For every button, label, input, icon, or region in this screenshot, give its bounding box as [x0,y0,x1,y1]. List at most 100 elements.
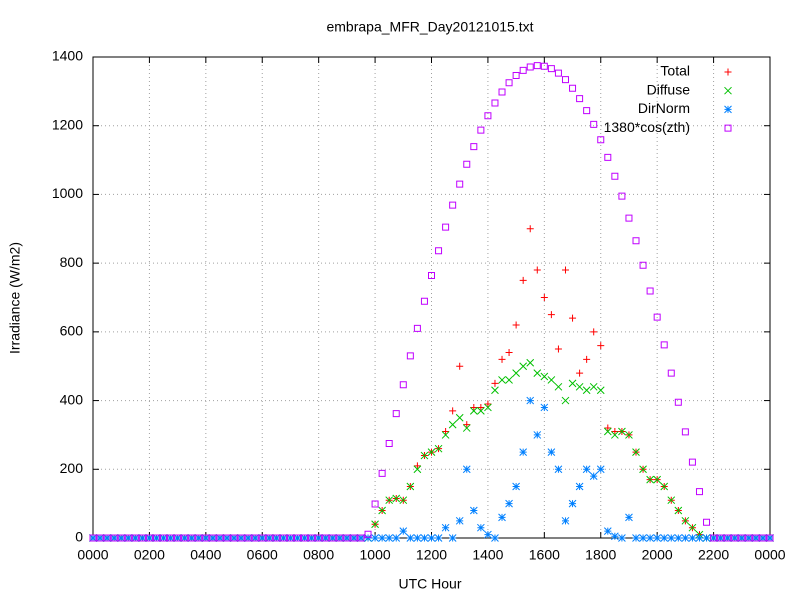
data-point [462,424,471,432]
data-point [343,534,351,542]
data-point [180,534,189,542]
data-point [484,112,492,120]
data-point [138,534,146,542]
data-point [568,499,577,508]
data-point [519,276,527,284]
data-point [392,494,401,503]
data-point [561,396,570,405]
data-point [484,400,492,408]
data-point [533,62,541,70]
data-point [512,321,520,329]
x-tick-label: 1800 [585,547,616,563]
data-point [329,534,337,542]
data-point [385,496,394,505]
data-point [343,534,351,542]
data-point [498,355,506,363]
data-point [583,107,591,115]
data-point [378,506,386,515]
y-tick-label: 200 [60,460,84,476]
data-point [181,534,189,542]
data-point [667,534,676,542]
data-point [646,534,654,542]
data-point [315,534,323,542]
data-point [378,469,386,477]
x-tick-label: 0400 [190,547,221,563]
data-point [526,63,534,71]
data-point [378,534,386,542]
data-point [604,424,612,432]
data-point [371,500,379,508]
data-point [674,398,682,406]
data-point [752,534,760,542]
data-point [230,534,238,542]
data-point [688,534,697,542]
data-point [554,345,562,353]
data-point [611,427,619,435]
data-point [336,534,344,542]
data-point [611,431,619,439]
data-point [596,386,605,395]
x-tick-label: 1600 [529,547,560,563]
data-point [554,465,563,474]
data-point [272,534,281,542]
data-point [625,431,633,439]
data-point [145,534,154,542]
data-point [371,520,379,529]
legend-label: Total [660,63,690,79]
data-point [759,534,767,542]
data-point [434,444,443,453]
y-tick-label: 600 [60,323,84,339]
data-point [583,355,591,363]
data-point [350,534,358,542]
data-point [420,534,429,542]
data-point [167,534,175,542]
data-point [688,458,696,466]
data-point [138,534,147,542]
y-tick-label: 1200 [52,116,83,132]
x-tick-label: 1400 [472,547,503,563]
data-point [526,358,535,367]
data-point [526,396,535,405]
data-point [435,247,443,255]
data-point [110,534,118,542]
x-tick-label: 2200 [698,547,729,563]
data-point [681,428,689,436]
data-point [533,266,541,274]
data-point [223,534,231,542]
data-point [307,534,316,542]
data-point [603,527,612,535]
data-point [540,294,548,301]
data-point [477,403,485,411]
x-tick-label: 0600 [247,547,278,563]
legend-label: Diffuse [647,81,691,97]
y-tick-label: 0 [75,529,83,545]
data-point [469,506,478,515]
data-point [660,534,669,542]
data-point [399,527,408,535]
data-point [427,534,436,542]
data-point [569,314,577,322]
data-point [547,448,556,456]
data-point [724,534,732,542]
data-point [251,534,260,542]
data-point [625,214,633,222]
data-point [561,266,569,274]
data-point [540,372,549,381]
data-point [752,534,760,542]
data-point [392,534,401,542]
data-point [759,534,767,542]
data-point [695,534,704,542]
data-point [766,534,774,542]
data-point [660,341,668,349]
data-point [89,534,97,542]
data-point [625,513,633,522]
data-point [561,516,570,525]
data-point [103,534,111,542]
data-point [216,534,224,542]
data-point [561,76,569,84]
x-tick-label: 0800 [303,547,334,563]
data-point [667,496,676,505]
data-point [745,534,753,542]
data-point [653,313,661,321]
data-point [498,513,506,522]
